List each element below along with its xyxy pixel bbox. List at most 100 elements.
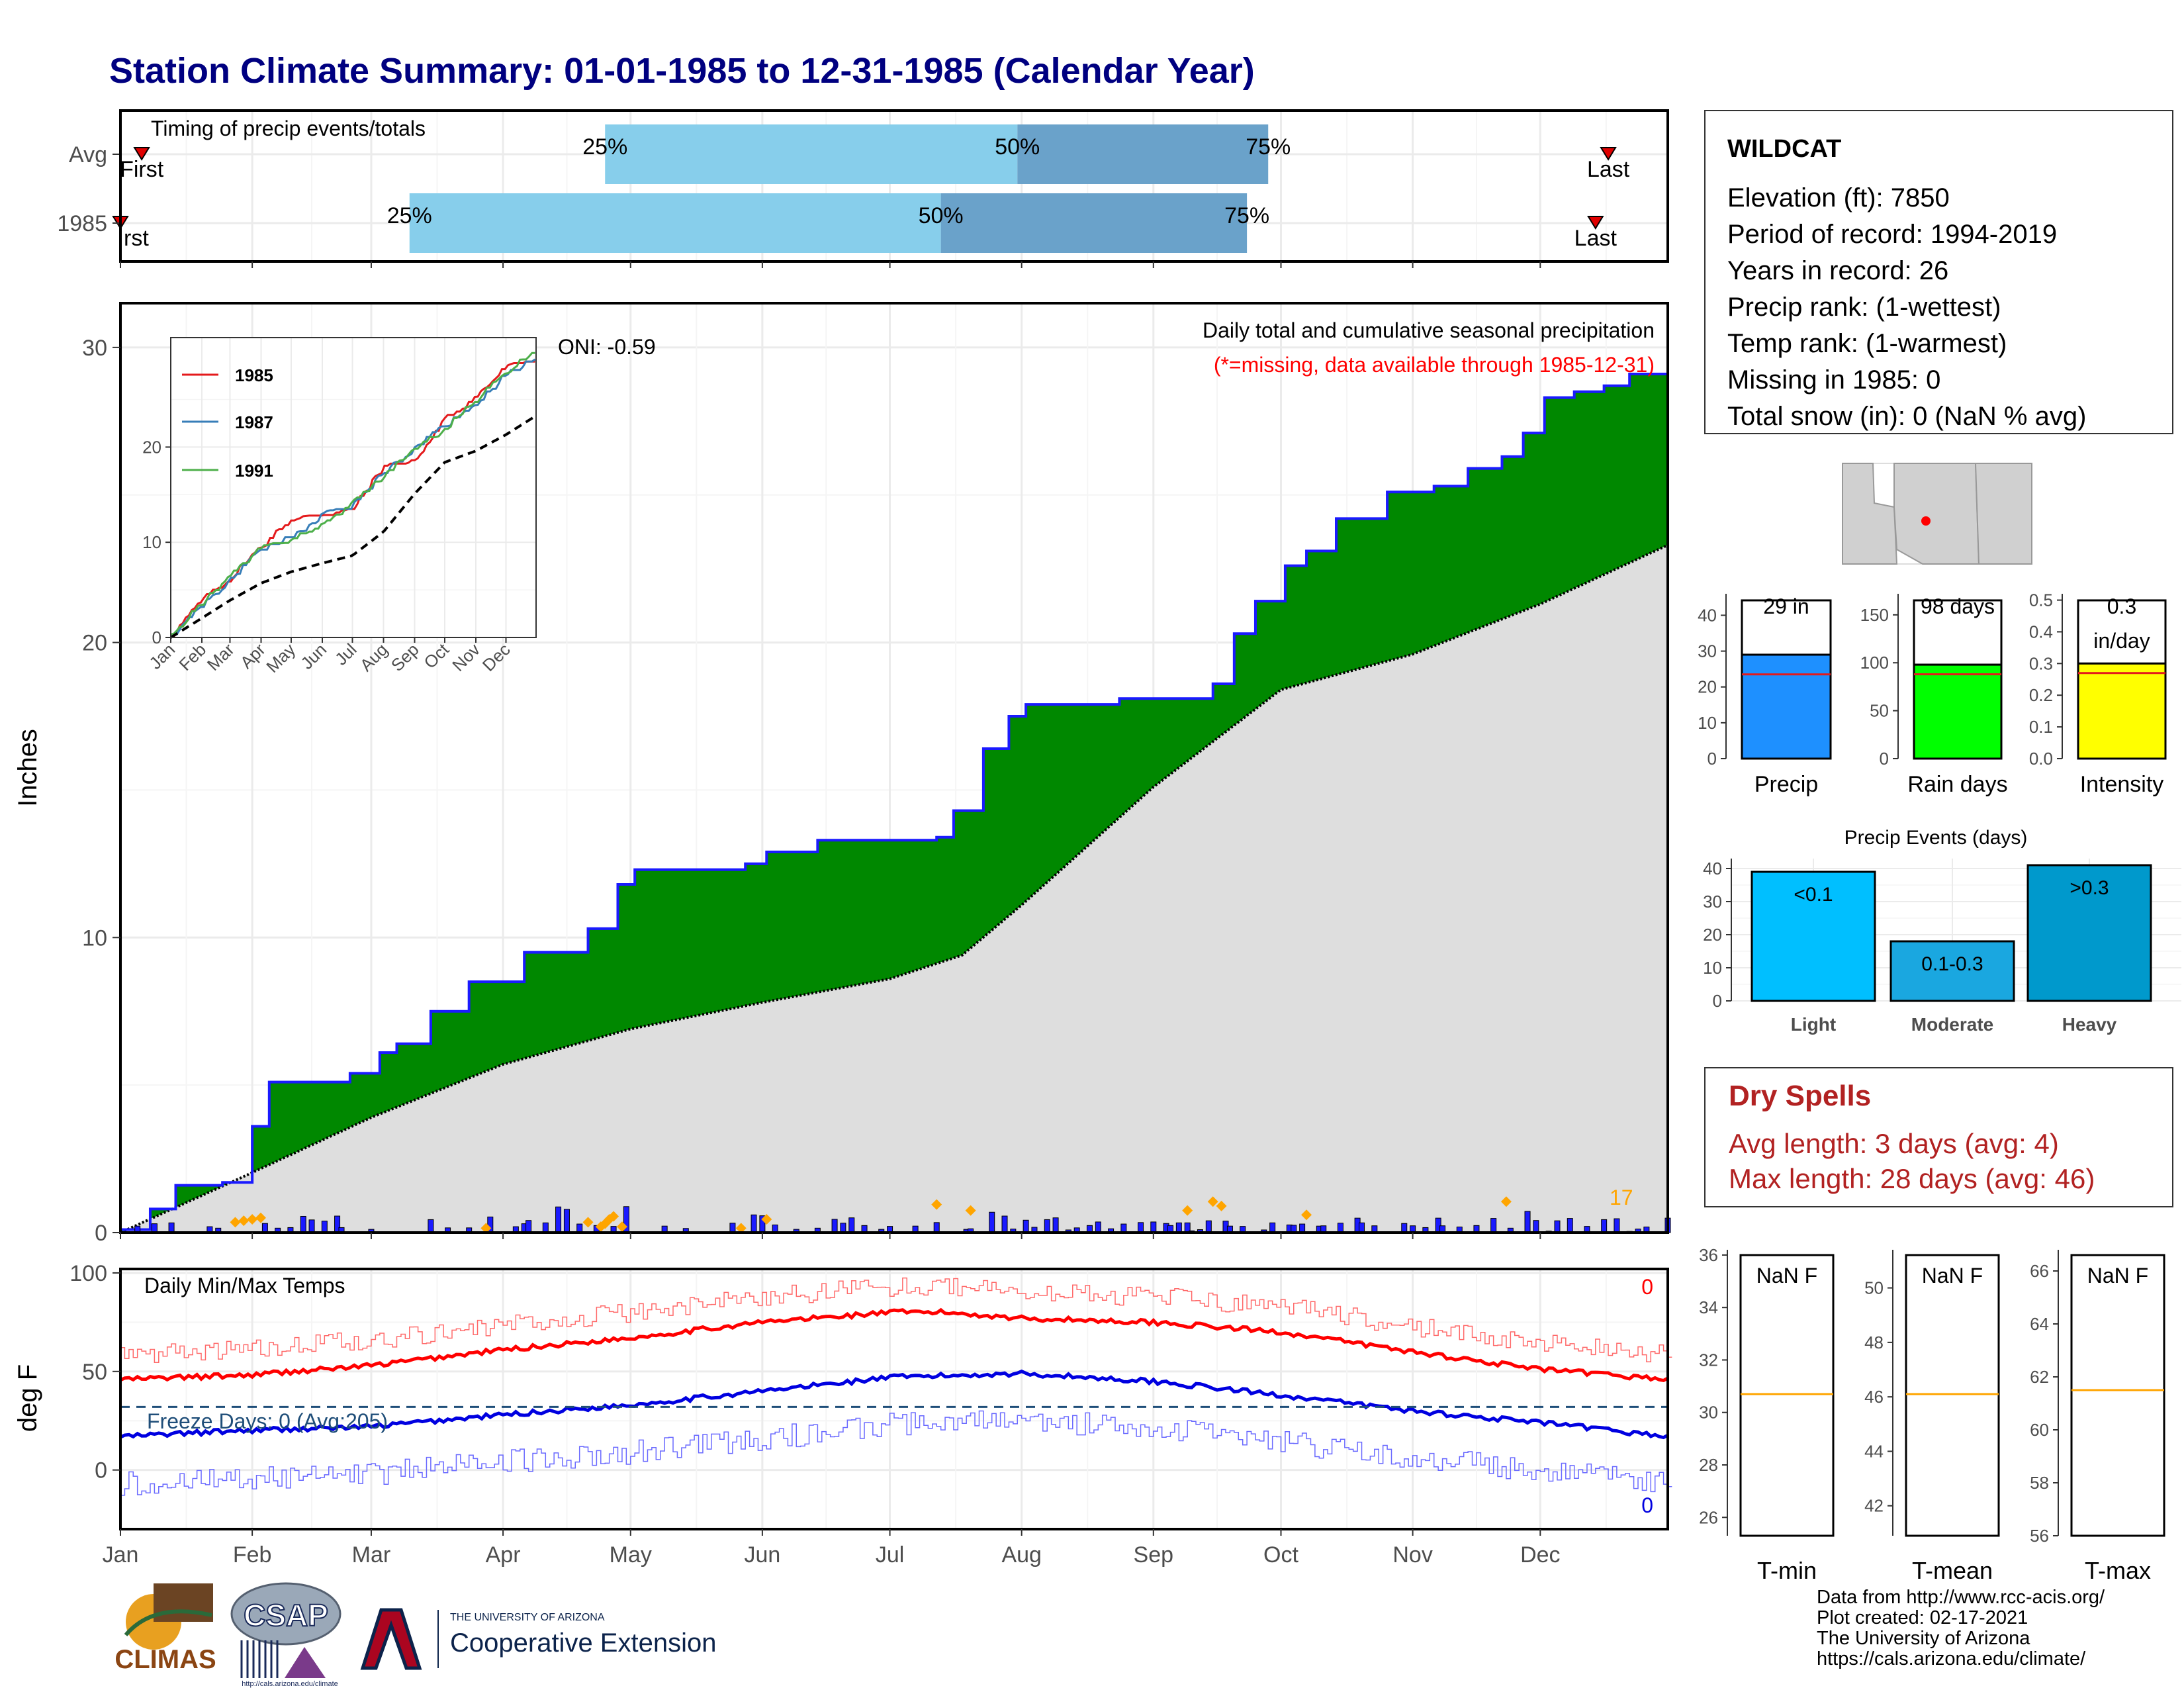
temp-xtick-label: Sep <box>1134 1542 1174 1568</box>
tmean-ytick-label: 42 <box>1864 1496 1884 1516</box>
precip_total-chart: 0 10 20 30 40 29 in Precip <box>1698 594 1832 797</box>
tmax-chart: 56 58 60 62 64 66 NaN F T-max <box>2030 1250 2165 1584</box>
daily-precip-bar <box>1150 1221 1157 1233</box>
main-frame <box>119 302 1669 1234</box>
tmin-value-label: NaN F <box>1756 1264 1817 1288</box>
dry-spells-avg: Avg length: 3 days (avg: 4) <box>1729 1128 2059 1159</box>
timing-first-label: rst <box>124 226 149 251</box>
extreme-event-marker <box>480 1223 492 1234</box>
max-count-label: 0 <box>1641 1275 1653 1299</box>
precip-events-ytick-label: 40 <box>1703 859 1722 878</box>
ua-small-text: THE UNIVERSITY OF ARIZONA <box>450 1612 605 1623</box>
tmin-chart: 26 28 30 32 34 36 NaN F T-min <box>1699 1245 1835 1584</box>
rain_days-xlabel: Rain days <box>1907 772 2007 797</box>
timing-p50-label: 50% <box>995 134 1040 160</box>
daily-precip-bar <box>168 1222 175 1233</box>
daily-precip-bar <box>831 1219 838 1233</box>
station-box-frame <box>1704 110 2173 434</box>
tmax-box <box>2070 1254 2165 1537</box>
avg-cumulative-area <box>120 545 1668 1233</box>
daily-precip-bar <box>1401 1223 1408 1233</box>
tmean-value-label: NaN F <box>1922 1264 1983 1288</box>
temp-plot-bg <box>120 1269 1668 1529</box>
tmean-ytick-label: 48 <box>1864 1333 1884 1352</box>
daily-precip-bar <box>848 1217 855 1233</box>
station-info-line: Temp rank: (1-warmest) <box>1727 329 2007 358</box>
precip-events-category: Light <box>1791 1014 1836 1035</box>
daily-precip-bar <box>989 1211 995 1233</box>
climas-emblem-block <box>154 1583 213 1622</box>
intensity-ytick-label: 0.5 <box>2029 590 2053 610</box>
cumulative-1985-line <box>120 372 1668 1231</box>
inset-legend-label: 1985 <box>235 365 273 385</box>
daily-precip-bar <box>261 1223 268 1233</box>
csap-logo-text: CSAP <box>244 1598 328 1632</box>
timing-row-label: 1985 <box>57 211 107 236</box>
precip_total-xlabel: Precip <box>1754 772 1818 797</box>
logos-block: CLIMAS CSAP http://cals.arizona.edu/climat… <box>114 1582 716 1688</box>
tmax-ytick-label: 58 <box>2030 1473 2049 1493</box>
temp-xtick-label: Feb <box>233 1542 272 1568</box>
tmin-xlabel: T-min <box>1757 1557 1817 1584</box>
inset-legend-label: 1991 <box>235 461 273 481</box>
tmin-ytick-label: 30 <box>1699 1403 1718 1423</box>
tmean-box <box>1905 1254 2000 1537</box>
tmean-xlabel: T-mean <box>1912 1557 1993 1584</box>
tmax-ytick-label: 60 <box>2030 1420 2049 1440</box>
precip_total-capacity-box <box>1741 599 1832 656</box>
intensity-chart: 0.0 0.1 0.2 0.3 0.4 0.5 0.3 in/day Intensity <box>2029 590 2167 797</box>
credit-line: Plot created: 02-17-2021 <box>1817 1607 2028 1628</box>
precip_total-ytick-label: 10 <box>1698 713 1717 733</box>
daily-precip-bar <box>729 1223 736 1233</box>
inset-ytick-label: 10 <box>142 532 161 552</box>
avg-min-temp-line <box>119 1369 1669 1440</box>
tmean-ytick-label: 50 <box>1864 1278 1884 1298</box>
station-info-line: Precip rank: (1-wettest) <box>1727 293 2001 322</box>
main-ytick-label: 20 <box>82 631 107 656</box>
daily-precip-bar <box>308 1219 315 1233</box>
map-region-arizona <box>1893 463 1980 565</box>
precip-events-bar-label: >0.3 <box>2070 877 2109 899</box>
dry-spells-box: Dry Spells Avg length: 3 days (avg: 4) Max… <box>1704 1067 2173 1207</box>
daily-precip-bar <box>1044 1219 1050 1233</box>
daily-precip-bar <box>1614 1218 1620 1233</box>
temp-xtick-label: Apr <box>486 1542 521 1568</box>
temp-frame <box>119 1268 1669 1530</box>
intensity-ytick-label: 0.2 <box>2029 685 2053 705</box>
station-info-line: Total snow (in): 0 (NaN % avg) <box>1727 402 2086 431</box>
timing-bar-q3 <box>1017 124 1269 184</box>
oni-label: ONI: -0.59 <box>558 335 656 359</box>
main-ylabel: Inches <box>13 729 42 807</box>
daily-precip-bar <box>1554 1220 1561 1233</box>
daily-precip-bar <box>1001 1215 1008 1233</box>
timing-last-label: Last <box>1574 226 1617 251</box>
daily-precip-bar <box>1175 1222 1182 1233</box>
temp-ytick-label: 100 <box>69 1261 107 1286</box>
precip-events-bar <box>1889 940 2015 1002</box>
timing-p75-label: 75% <box>1246 134 1291 160</box>
record-min-line <box>120 1410 1672 1496</box>
daily-precip-bar <box>555 1206 562 1233</box>
daily-precip-bar <box>840 1223 846 1233</box>
temp-xtick-label: May <box>610 1542 652 1568</box>
precip-events-ytick-label: 20 <box>1703 925 1722 945</box>
temp-xtick-label: Dec <box>1520 1542 1560 1568</box>
intensity-ytick-label: 0.0 <box>2029 749 2053 769</box>
daily-precip-bar <box>151 1223 158 1233</box>
dry-spells-title: Dry Spells <box>1729 1080 1871 1112</box>
temp-xtick-label: Oct <box>1263 1542 1298 1568</box>
timing-p50-label: 50% <box>919 203 964 228</box>
station-info-box: WILDCAT Elevation (ft): 7850 Period of rec… <box>1704 110 2173 434</box>
climas-emblem-swoosh <box>124 1609 212 1636</box>
daily-precip-bar <box>1095 1221 1101 1233</box>
timing-frame <box>119 109 1669 263</box>
daily-precip-bar <box>933 1222 940 1233</box>
csap-url: http://cals.arizona.edu/climate <box>242 1680 338 1688</box>
inset-frame <box>170 337 537 638</box>
timing-bar-q3 <box>940 193 1248 253</box>
rain_days-ytick-label: 50 <box>1870 701 1889 721</box>
ua-block-a <box>360 1608 422 1670</box>
precip-events-ytick-label: 0 <box>1713 991 1722 1011</box>
timing-bar-q2 <box>409 193 941 253</box>
timing-last-label: Last <box>1587 157 1630 182</box>
